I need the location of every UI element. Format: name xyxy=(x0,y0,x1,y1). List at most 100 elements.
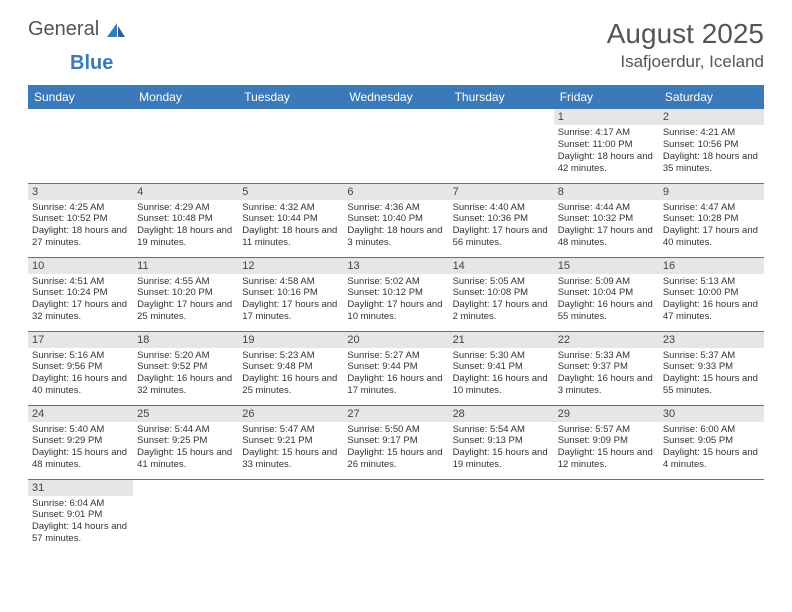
day-number: 31 xyxy=(28,480,133,496)
calendar-cell xyxy=(554,479,659,553)
calendar-cell: 5Sunrise: 4:32 AMSunset: 10:44 PMDayligh… xyxy=(238,183,343,257)
day-body: Sunrise: 5:33 AMSunset: 9:37 PMDaylight:… xyxy=(554,348,659,402)
daylight-text: Daylight: 16 hours and 17 minutes. xyxy=(347,373,444,397)
sunrise-text: Sunrise: 5:44 AM xyxy=(137,424,234,436)
day-number: 15 xyxy=(554,258,659,274)
sunrise-text: Sunrise: 4:25 AM xyxy=(32,202,129,214)
sunset-text: Sunset: 10:12 PM xyxy=(347,287,444,299)
sunrise-text: Sunrise: 4:36 AM xyxy=(347,202,444,214)
sunset-text: Sunset: 10:36 PM xyxy=(453,213,550,225)
sunrise-text: Sunrise: 4:55 AM xyxy=(137,276,234,288)
sunset-text: Sunset: 9:21 PM xyxy=(242,435,339,447)
sunrise-text: Sunrise: 5:54 AM xyxy=(453,424,550,436)
day-body: Sunrise: 4:55 AMSunset: 10:20 PMDaylight… xyxy=(133,274,238,328)
daylight-text: Daylight: 17 hours and 32 minutes. xyxy=(32,299,129,323)
day-body: Sunrise: 6:04 AMSunset: 9:01 PMDaylight:… xyxy=(28,496,133,550)
sunset-text: Sunset: 9:56 PM xyxy=(32,361,129,373)
calendar-cell: 11Sunrise: 4:55 AMSunset: 10:20 PMDaylig… xyxy=(133,257,238,331)
day-number: 4 xyxy=(133,184,238,200)
calendar-cell: 2Sunrise: 4:21 AMSunset: 10:56 PMDayligh… xyxy=(659,109,764,183)
day-number: 29 xyxy=(554,406,659,422)
daylight-text: Daylight: 18 hours and 3 minutes. xyxy=(347,225,444,249)
sunrise-text: Sunrise: 4:17 AM xyxy=(558,127,655,139)
weekday-header: Wednesday xyxy=(343,85,448,109)
day-number: 18 xyxy=(133,332,238,348)
day-number: 16 xyxy=(659,258,764,274)
sunrise-text: Sunrise: 5:16 AM xyxy=(32,350,129,362)
sunset-text: Sunset: 10:00 PM xyxy=(663,287,760,299)
daylight-text: Daylight: 17 hours and 2 minutes. xyxy=(453,299,550,323)
sunrise-text: Sunrise: 5:20 AM xyxy=(137,350,234,362)
day-body: Sunrise: 5:37 AMSunset: 9:33 PMDaylight:… xyxy=(659,348,764,402)
day-body: Sunrise: 5:05 AMSunset: 10:08 PMDaylight… xyxy=(449,274,554,328)
sunset-text: Sunset: 9:41 PM xyxy=(453,361,550,373)
sunrise-text: Sunrise: 6:00 AM xyxy=(663,424,760,436)
day-body: Sunrise: 5:09 AMSunset: 10:04 PMDaylight… xyxy=(554,274,659,328)
sunrise-text: Sunrise: 5:27 AM xyxy=(347,350,444,362)
day-body: Sunrise: 5:30 AMSunset: 9:41 PMDaylight:… xyxy=(449,348,554,402)
daylight-text: Daylight: 16 hours and 25 minutes. xyxy=(242,373,339,397)
daylight-text: Daylight: 15 hours and 19 minutes. xyxy=(453,447,550,471)
day-body: Sunrise: 4:25 AMSunset: 10:52 PMDaylight… xyxy=(28,200,133,254)
day-body: Sunrise: 6:00 AMSunset: 9:05 PMDaylight:… xyxy=(659,422,764,476)
day-body: Sunrise: 4:40 AMSunset: 10:36 PMDaylight… xyxy=(449,200,554,254)
calendar-cell: 16Sunrise: 5:13 AMSunset: 10:00 PMDaylig… xyxy=(659,257,764,331)
day-number: 3 xyxy=(28,184,133,200)
daylight-text: Daylight: 15 hours and 55 minutes. xyxy=(663,373,760,397)
day-body: Sunrise: 4:47 AMSunset: 10:28 PMDaylight… xyxy=(659,200,764,254)
day-body: Sunrise: 5:57 AMSunset: 9:09 PMDaylight:… xyxy=(554,422,659,476)
daylight-text: Daylight: 17 hours and 56 minutes. xyxy=(453,225,550,249)
sunset-text: Sunset: 11:00 PM xyxy=(558,139,655,151)
sunset-text: Sunset: 10:52 PM xyxy=(32,213,129,225)
day-number: 8 xyxy=(554,184,659,200)
daylight-text: Daylight: 15 hours and 12 minutes. xyxy=(558,447,655,471)
day-number: 22 xyxy=(554,332,659,348)
calendar-cell xyxy=(28,109,133,183)
day-number: 25 xyxy=(133,406,238,422)
daylight-text: Daylight: 15 hours and 48 minutes. xyxy=(32,447,129,471)
sunset-text: Sunset: 9:52 PM xyxy=(137,361,234,373)
daylight-text: Daylight: 17 hours and 10 minutes. xyxy=(347,299,444,323)
calendar-cell xyxy=(238,479,343,553)
daylight-text: Daylight: 18 hours and 19 minutes. xyxy=(137,225,234,249)
daylight-text: Daylight: 16 hours and 10 minutes. xyxy=(453,373,550,397)
calendar-cell: 18Sunrise: 5:20 AMSunset: 9:52 PMDayligh… xyxy=(133,331,238,405)
day-number: 27 xyxy=(343,406,448,422)
sunrise-text: Sunrise: 4:51 AM xyxy=(32,276,129,288)
daylight-text: Daylight: 16 hours and 55 minutes. xyxy=(558,299,655,323)
sunrise-text: Sunrise: 4:47 AM xyxy=(663,202,760,214)
sunrise-text: Sunrise: 5:05 AM xyxy=(453,276,550,288)
day-number: 9 xyxy=(659,184,764,200)
sunrise-text: Sunrise: 6:04 AM xyxy=(32,498,129,510)
sunset-text: Sunset: 9:05 PM xyxy=(663,435,760,447)
day-body: Sunrise: 4:17 AMSunset: 11:00 PMDaylight… xyxy=(554,125,659,179)
day-body: Sunrise: 4:58 AMSunset: 10:16 PMDaylight… xyxy=(238,274,343,328)
sunrise-text: Sunrise: 4:58 AM xyxy=(242,276,339,288)
day-number: 19 xyxy=(238,332,343,348)
daylight-text: Daylight: 16 hours and 32 minutes. xyxy=(137,373,234,397)
calendar-row: 3Sunrise: 4:25 AMSunset: 10:52 PMDayligh… xyxy=(28,183,764,257)
sunset-text: Sunset: 10:20 PM xyxy=(137,287,234,299)
calendar-cell xyxy=(133,109,238,183)
title-block: August 2025 Isafjoerdur, Iceland xyxy=(607,18,764,72)
sunset-text: Sunset: 9:48 PM xyxy=(242,361,339,373)
calendar-cell: 7Sunrise: 4:40 AMSunset: 10:36 PMDayligh… xyxy=(449,183,554,257)
sunrise-text: Sunrise: 5:30 AM xyxy=(453,350,550,362)
day-number: 10 xyxy=(28,258,133,274)
daylight-text: Daylight: 18 hours and 42 minutes. xyxy=(558,151,655,175)
calendar-cell xyxy=(238,109,343,183)
weekday-header: Saturday xyxy=(659,85,764,109)
day-number: 28 xyxy=(449,406,554,422)
day-body: Sunrise: 5:20 AMSunset: 9:52 PMDaylight:… xyxy=(133,348,238,402)
calendar-cell: 8Sunrise: 4:44 AMSunset: 10:32 PMDayligh… xyxy=(554,183,659,257)
calendar-cell xyxy=(659,479,764,553)
daylight-text: Daylight: 15 hours and 33 minutes. xyxy=(242,447,339,471)
day-body: Sunrise: 5:50 AMSunset: 9:17 PMDaylight:… xyxy=(343,422,448,476)
day-number: 7 xyxy=(449,184,554,200)
sunrise-text: Sunrise: 5:13 AM xyxy=(663,276,760,288)
calendar-cell: 3Sunrise: 4:25 AMSunset: 10:52 PMDayligh… xyxy=(28,183,133,257)
weekday-header: Thursday xyxy=(449,85,554,109)
sunrise-text: Sunrise: 4:40 AM xyxy=(453,202,550,214)
sunrise-text: Sunrise: 5:02 AM xyxy=(347,276,444,288)
calendar-cell: 25Sunrise: 5:44 AMSunset: 9:25 PMDayligh… xyxy=(133,405,238,479)
